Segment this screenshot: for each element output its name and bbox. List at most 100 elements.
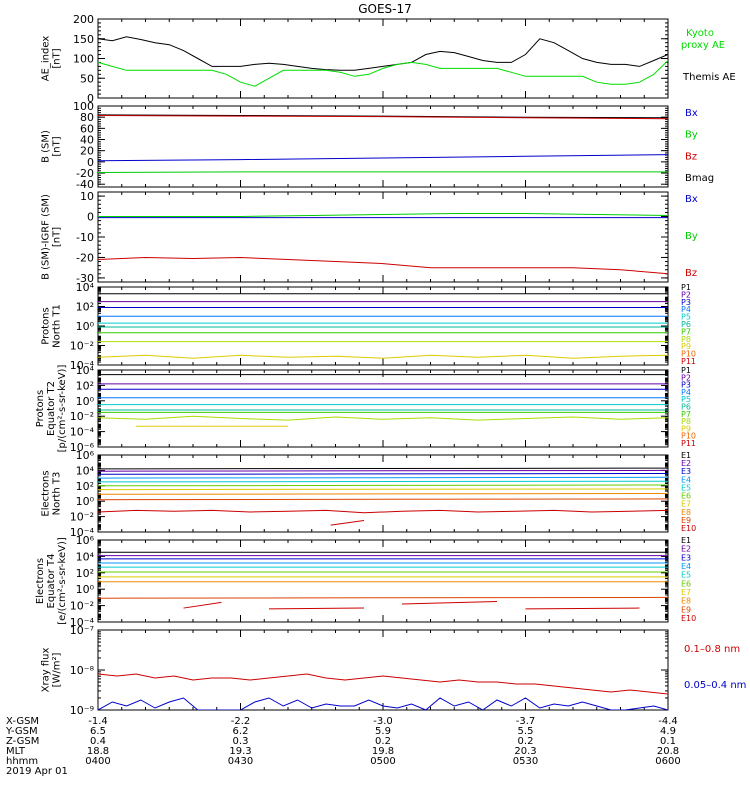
- legend-entry: P5: [681, 395, 691, 404]
- series-e8: [98, 493, 668, 495]
- y-tick-label: 10⁻⁶: [70, 441, 95, 454]
- y-tick-label: -40: [76, 178, 94, 191]
- panel-ee: 10⁻⁴ 10⁻² 10⁰ 10² 10⁴ 10⁶ Electrons Equator T4[…: [35, 534, 696, 629]
- ephemeris-value: 6.2: [233, 726, 249, 737]
- series-e10-sparse--segment: [401, 601, 498, 605]
- y-tick-label: 0: [87, 156, 94, 169]
- series-group: [98, 551, 668, 610]
- y-tick-label: 10⁻⁴: [70, 616, 95, 629]
- series-group: [98, 114, 668, 173]
- ephemeris-value: -1.4: [88, 716, 108, 727]
- ephemeris-value: 18.8: [87, 746, 109, 757]
- y-tick-label: 10⁶: [76, 449, 95, 462]
- legend: 0.1–0.8 nm 0.05–0.4 nm: [684, 644, 746, 691]
- y-axis-label: North T3: [52, 472, 63, 516]
- ephemeris-value: 0.1: [660, 736, 676, 747]
- series-group: [98, 213, 668, 275]
- y-axis-label: Protons: [41, 307, 52, 344]
- legend-entry: E1: [681, 451, 691, 460]
- y-tick-label: 60: [80, 122, 94, 135]
- legend: Bx By Bz Bmag: [685, 108, 714, 184]
- y-axis-label: Equator T4: [46, 554, 57, 609]
- y-tick-label: 10⁻²: [70, 410, 94, 423]
- legend-entry: Kyoto: [686, 28, 714, 39]
- series-e5: [98, 480, 668, 483]
- y-axis-label: North T1: [52, 304, 63, 348]
- y-axis-label: [nT]: [52, 136, 63, 156]
- legend-entry: E4: [681, 562, 691, 571]
- y-axis-label: [W/m²]: [52, 652, 63, 687]
- legend-entry: P8: [681, 335, 691, 344]
- y-tick-label: 0: [87, 92, 94, 105]
- series-e1: [98, 467, 668, 470]
- legend-entry: E5: [681, 571, 691, 580]
- ephemeris-value: -3.7: [516, 716, 536, 727]
- legend-entry: E7: [681, 588, 691, 597]
- y-axis-label: AE_index: [41, 36, 52, 82]
- y-axis-label: [p/(cm²-s-sr-keV)]: [57, 365, 68, 453]
- legend-entry: Bx: [685, 194, 698, 205]
- ephemeris-value: 6.5: [90, 726, 106, 737]
- legend-entry: Bz: [685, 268, 697, 279]
- y-axis-label: B (SM): [41, 130, 52, 163]
- y-tick-label: 200: [73, 13, 94, 26]
- series-bx: [98, 154, 668, 162]
- legend-entry: P6: [681, 320, 691, 329]
- y-tick-label: 80: [80, 111, 94, 124]
- legend-entry: E2: [681, 545, 691, 554]
- legend-entry: P5: [681, 313, 691, 322]
- series-group: [98, 374, 668, 427]
- series-e4: [98, 476, 668, 479]
- series-group: [98, 467, 668, 526]
- ephemeris-value: 0.4: [90, 736, 106, 747]
- ephemeris-value: -4.4: [658, 716, 678, 727]
- y-tick-label: 10⁰: [76, 395, 95, 408]
- y-tick-label: 0: [87, 211, 94, 224]
- y-tick-label: 10²: [76, 379, 94, 392]
- y-tick-label: -10: [76, 231, 94, 244]
- y-tick-label: 10⁰: [76, 495, 95, 508]
- y-tick-label: 10⁶: [76, 534, 95, 547]
- y-tick-label: 50: [80, 72, 94, 85]
- y-tick-label: -20: [76, 167, 94, 180]
- y-tick-label: 10²: [76, 480, 94, 493]
- ephemeris-value: 20.8: [657, 746, 679, 757]
- date-label: 2019 Apr 01: [6, 766, 68, 777]
- y-tick-label: 10⁻⁸: [70, 664, 95, 677]
- legend-entry: E9: [681, 516, 691, 525]
- series-0-1-0-8-nm: [98, 673, 668, 695]
- y-tick-label: 10⁻²: [70, 600, 94, 613]
- legend-entry: P2: [681, 290, 691, 299]
- series-by: [98, 171, 668, 173]
- ephemeris-value: 5.5: [518, 726, 534, 737]
- series-e2: [98, 469, 668, 472]
- ephemeris-value: 0500: [370, 756, 395, 767]
- legend-entry: E5: [681, 483, 691, 492]
- legend-entry: E6: [681, 492, 691, 501]
- y-axis-label: [nT]: [52, 48, 63, 68]
- legend-entry: E4: [681, 475, 691, 484]
- legend-entry: P4: [681, 388, 691, 397]
- legend-entry: E10: [681, 614, 696, 623]
- legend-entry: Bx: [685, 108, 698, 119]
- legend-entry: E8: [681, 508, 691, 517]
- y-tick-label: 10⁴: [76, 550, 95, 563]
- ephemeris-label: Z-GSM: [6, 736, 39, 747]
- legend-entry: By: [685, 231, 698, 242]
- ephemeris-value: 0400: [85, 756, 110, 767]
- legend-entry: E10: [681, 524, 696, 533]
- legend-entry: E7: [681, 500, 691, 509]
- legend-entry: P6: [681, 403, 691, 412]
- y-tick-label: 10⁻⁴: [70, 359, 95, 372]
- legend-entry: P3: [681, 298, 691, 307]
- series-group: [98, 36, 668, 87]
- y-tick-label: 10⁻²: [70, 511, 94, 524]
- legend-entry: P7: [681, 327, 691, 336]
- panel-xray: 10⁻⁹ 10⁻⁸ 10⁻⁷ Xray flux [W/m²] 0.1–0.8 nm 0.0…: [41, 624, 747, 717]
- legend-entry: P1: [681, 283, 691, 292]
- legend-entry: P11: [681, 439, 696, 448]
- ephemeris-value: 0600: [655, 756, 680, 767]
- ephemeris-value: 5.9: [375, 726, 391, 737]
- series-themis-ae: [98, 36, 668, 71]
